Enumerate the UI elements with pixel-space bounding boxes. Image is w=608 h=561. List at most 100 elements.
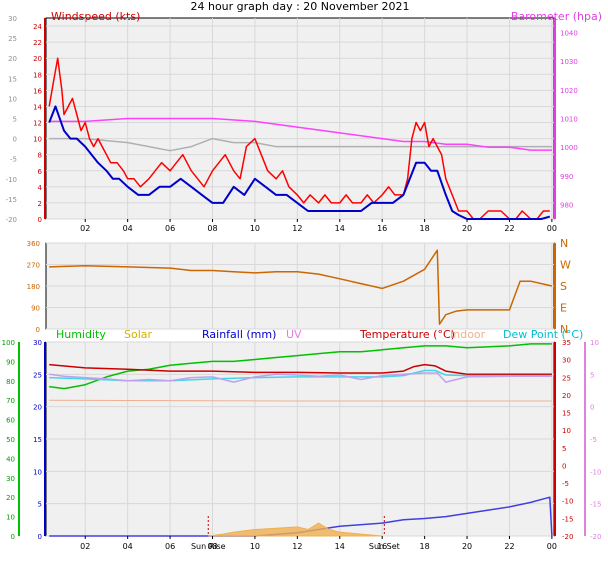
baro-axis-label: Barometer (hpa) — [511, 10, 602, 23]
x-tick-label: 14 — [335, 224, 345, 233]
baro-tick-label: 1030 — [560, 58, 578, 66]
x-tick-label: 08 — [207, 542, 217, 551]
wind-pressure-panel: Windspeed (kts) Barometer (hpa) 02468101… — [6, 10, 602, 233]
x-tick-label: 10 — [250, 224, 260, 233]
temp-tick-label: -5 — [590, 436, 597, 444]
compass-tick-label: S — [560, 280, 567, 293]
rain-tick-label: 10 — [33, 468, 42, 476]
baro-tick-label: 980 — [560, 202, 573, 210]
outer-temp-tick-label: 20 — [8, 55, 17, 63]
wind-tick-label: 10 — [33, 136, 42, 144]
legend-item: Dew Point (°C) — [503, 328, 583, 341]
rain-tick-label: 30 — [33, 339, 42, 347]
outer-temp-tick-label: 5 — [13, 116, 17, 124]
wind-axis-ticks: 024681012141618202224-20-15-10-505101520… — [6, 15, 578, 233]
series-gust — [48, 57, 550, 220]
wind-tick-label: 12 — [33, 120, 42, 128]
series-wind — [48, 105, 551, 220]
humidity-tick-label: 100 — [2, 339, 15, 347]
outer-temp-tick-label: 10 — [8, 95, 17, 103]
direction-tick-label: 360 — [27, 240, 40, 248]
humidity-tick-label: 30 — [6, 475, 15, 483]
x-tick-label: 06 — [165, 224, 175, 233]
x-tick-label: 10 — [250, 542, 260, 551]
temp-outer-tick-label: 20 — [562, 392, 571, 400]
series-uv — [49, 372, 552, 383]
series-indoor — [49, 399, 552, 402]
wind-tick-label: 20 — [33, 55, 42, 63]
x-tick-label: 22 — [504, 542, 514, 551]
x-tick-label: 20 — [462, 224, 472, 233]
temp-tick-label: 0 — [590, 404, 594, 412]
temp-tick-label: 10 — [590, 339, 599, 347]
series-barometer — [49, 117, 552, 151]
outer-temp-tick-label: 0 — [13, 136, 17, 144]
x-tick-label: 16 — [377, 542, 387, 551]
series-dew-point-c — [49, 369, 552, 382]
humidity-tick-label: 60 — [6, 417, 15, 425]
direction-tick-label: 0 — [36, 326, 40, 334]
atmosphere-axis-ticks: 0510152025300102030405060708090100-20-15… — [2, 339, 602, 551]
humidity-tick-label: 20 — [6, 494, 15, 502]
outer-temp-tick-label: -10 — [6, 176, 17, 184]
temp-outer-tick-label: 35 — [562, 339, 571, 347]
temp-outer-tick-label: 0 — [562, 462, 566, 470]
x-tick-label: 14 — [335, 542, 345, 551]
baro-tick-label: 1010 — [560, 116, 578, 124]
rain-tick-label: 25 — [33, 371, 42, 379]
wind-tick-label: 24 — [33, 23, 42, 31]
outer-temp-tick-label: -5 — [10, 156, 17, 164]
x-tick-label: 02 — [80, 224, 90, 233]
compass-tick-label: N — [560, 237, 568, 250]
x-tick-label: 04 — [123, 542, 133, 551]
x-tick-label: 18 — [420, 542, 430, 551]
humidity-tick-label: 0 — [11, 533, 15, 541]
humidity-tick-label: 90 — [6, 358, 15, 366]
atmosphere-gridlines — [46, 341, 554, 537]
legend-item: Rainfall (mm) — [202, 328, 276, 341]
temp-tick-label: -15 — [590, 501, 601, 509]
series-temperature-c — [49, 363, 552, 376]
compass-tick-label: E — [560, 302, 567, 315]
atmosphere-panel: Humidity Solar Rainfall (mm) UV Temperature … — [2, 328, 602, 551]
x-tick-label: 02 — [80, 542, 90, 551]
direction-gridlines — [46, 242, 554, 330]
x-tick-label: 08 — [207, 224, 217, 233]
wind-tick-label: 0 — [38, 216, 42, 224]
temp-outer-tick-label: 30 — [562, 357, 571, 365]
wind-tick-label: 4 — [38, 184, 43, 192]
series-indoor-pressure — [49, 137, 552, 152]
baro-tick-label: 1000 — [560, 144, 578, 152]
wind-tick-label: 8 — [38, 152, 42, 160]
outer-temp-tick-label: 25 — [8, 35, 17, 43]
temp-tick-label: -20 — [590, 533, 601, 541]
compass-tick-label: N — [560, 323, 568, 336]
baro-tick-label: 1020 — [560, 87, 578, 95]
legend-item: Humidity — [56, 328, 106, 341]
temp-outer-tick-label: -15 — [562, 515, 573, 523]
wind-tick-label: 6 — [38, 168, 43, 176]
temp-outer-tick-label: 5 — [562, 445, 566, 453]
x-tick-label: 20 — [462, 542, 472, 551]
wind-tick-label: 14 — [33, 103, 42, 111]
annotation-label: Sun Rise — [191, 542, 226, 551]
graph-title: 24 hour graph day : 20 November 2021 — [190, 0, 409, 13]
temp-outer-tick-label: -20 — [562, 533, 573, 541]
legend-item: Indoor — [450, 328, 486, 341]
compass-tick-label: W — [560, 259, 571, 272]
direction-series — [49, 249, 553, 325]
temp-outer-tick-label: 15 — [562, 410, 571, 418]
temp-tick-label: -10 — [590, 468, 601, 476]
x-tick-label: 16 — [377, 224, 387, 233]
temp-tick-label: 5 — [590, 371, 594, 379]
direction-tick-label: 90 — [31, 305, 40, 313]
rain-tick-label: 20 — [33, 404, 42, 412]
outer-temp-tick-label: -20 — [6, 216, 17, 224]
legend-item: Temperature (°C) — [359, 328, 455, 341]
temp-outer-tick-label: -5 — [562, 480, 569, 488]
x-tick-label: 00 — [547, 224, 557, 233]
baro-tick-label: 1040 — [560, 29, 578, 37]
humidity-tick-label: 40 — [6, 455, 15, 463]
x-tick-label: 18 — [420, 224, 430, 233]
temp-outer-tick-label: -10 — [562, 498, 573, 506]
